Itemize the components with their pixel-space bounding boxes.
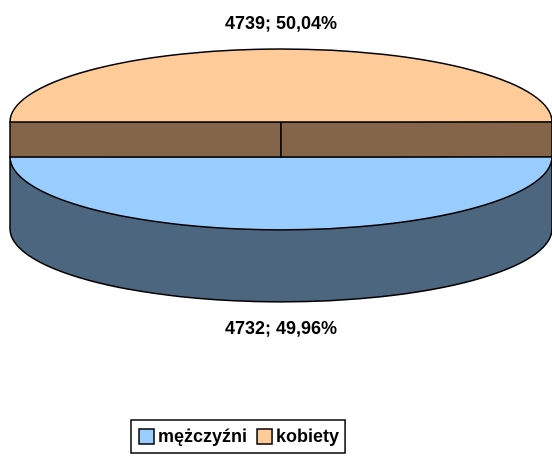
pie: 4739; 50,04% 4732; 49,96% xyxy=(9,13,552,338)
legend: mężczyźni kobiety xyxy=(130,419,346,454)
data-label: 4739; 50,04% xyxy=(225,13,337,33)
legend-label: kobiety xyxy=(276,426,339,446)
legend-label: mężczyźni xyxy=(158,426,247,446)
slice-side xyxy=(280,121,552,158)
data-label: 4732; 49,96% xyxy=(225,318,337,338)
slice xyxy=(9,156,552,231)
legend-swatch xyxy=(138,428,155,445)
slice xyxy=(9,48,552,123)
legend-frame xyxy=(130,419,346,454)
legend-swatch xyxy=(256,428,273,445)
slice-side xyxy=(9,121,282,158)
